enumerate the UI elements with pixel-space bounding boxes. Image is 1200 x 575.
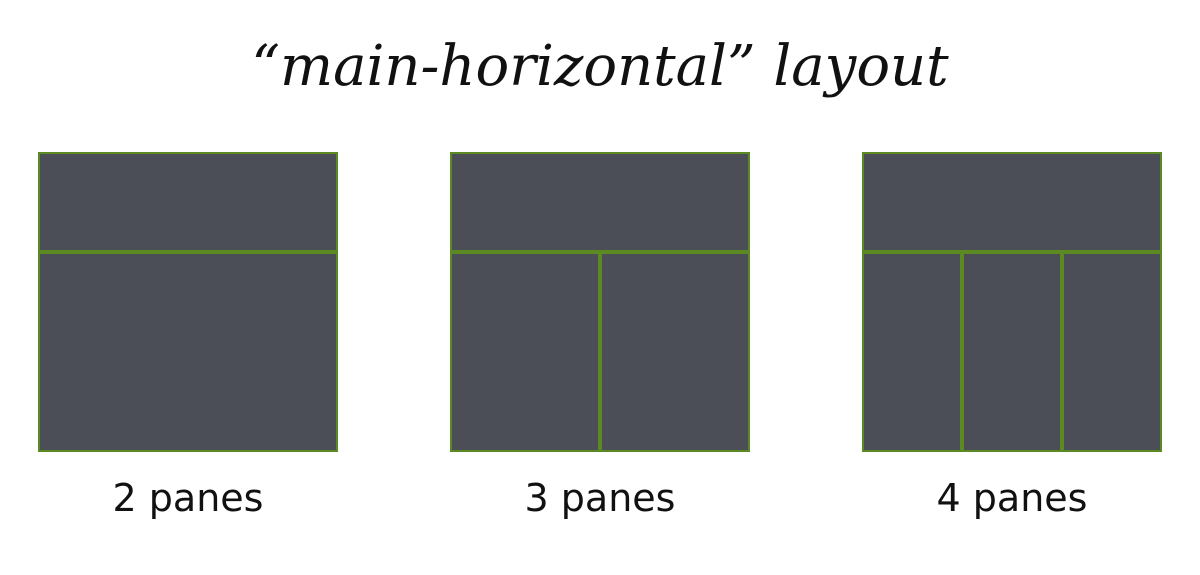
vertical-divider [1060, 254, 1064, 450]
layout-caption: 4 panes [936, 476, 1088, 520]
window-frame [450, 152, 750, 452]
layout-2-panes: 2 panes [38, 152, 338, 522]
horizontal-divider [40, 250, 336, 254]
layout-caption: 3 panes [524, 476, 676, 520]
layout-caption: 2 panes [112, 476, 264, 520]
horizontal-divider [864, 250, 1160, 254]
diagram-title: “main-horizontal” layout [251, 34, 949, 99]
window-frame [862, 152, 1162, 452]
layout-3-panes: 3 panes [450, 152, 750, 522]
main-pane [452, 154, 748, 250]
main-pane [864, 154, 1160, 250]
main-pane [40, 154, 336, 250]
horizontal-divider [452, 250, 748, 254]
vertical-divider [598, 254, 602, 450]
layout-4-panes: 4 panes [862, 152, 1162, 522]
vertical-divider [960, 254, 964, 450]
window-frame [38, 152, 338, 452]
